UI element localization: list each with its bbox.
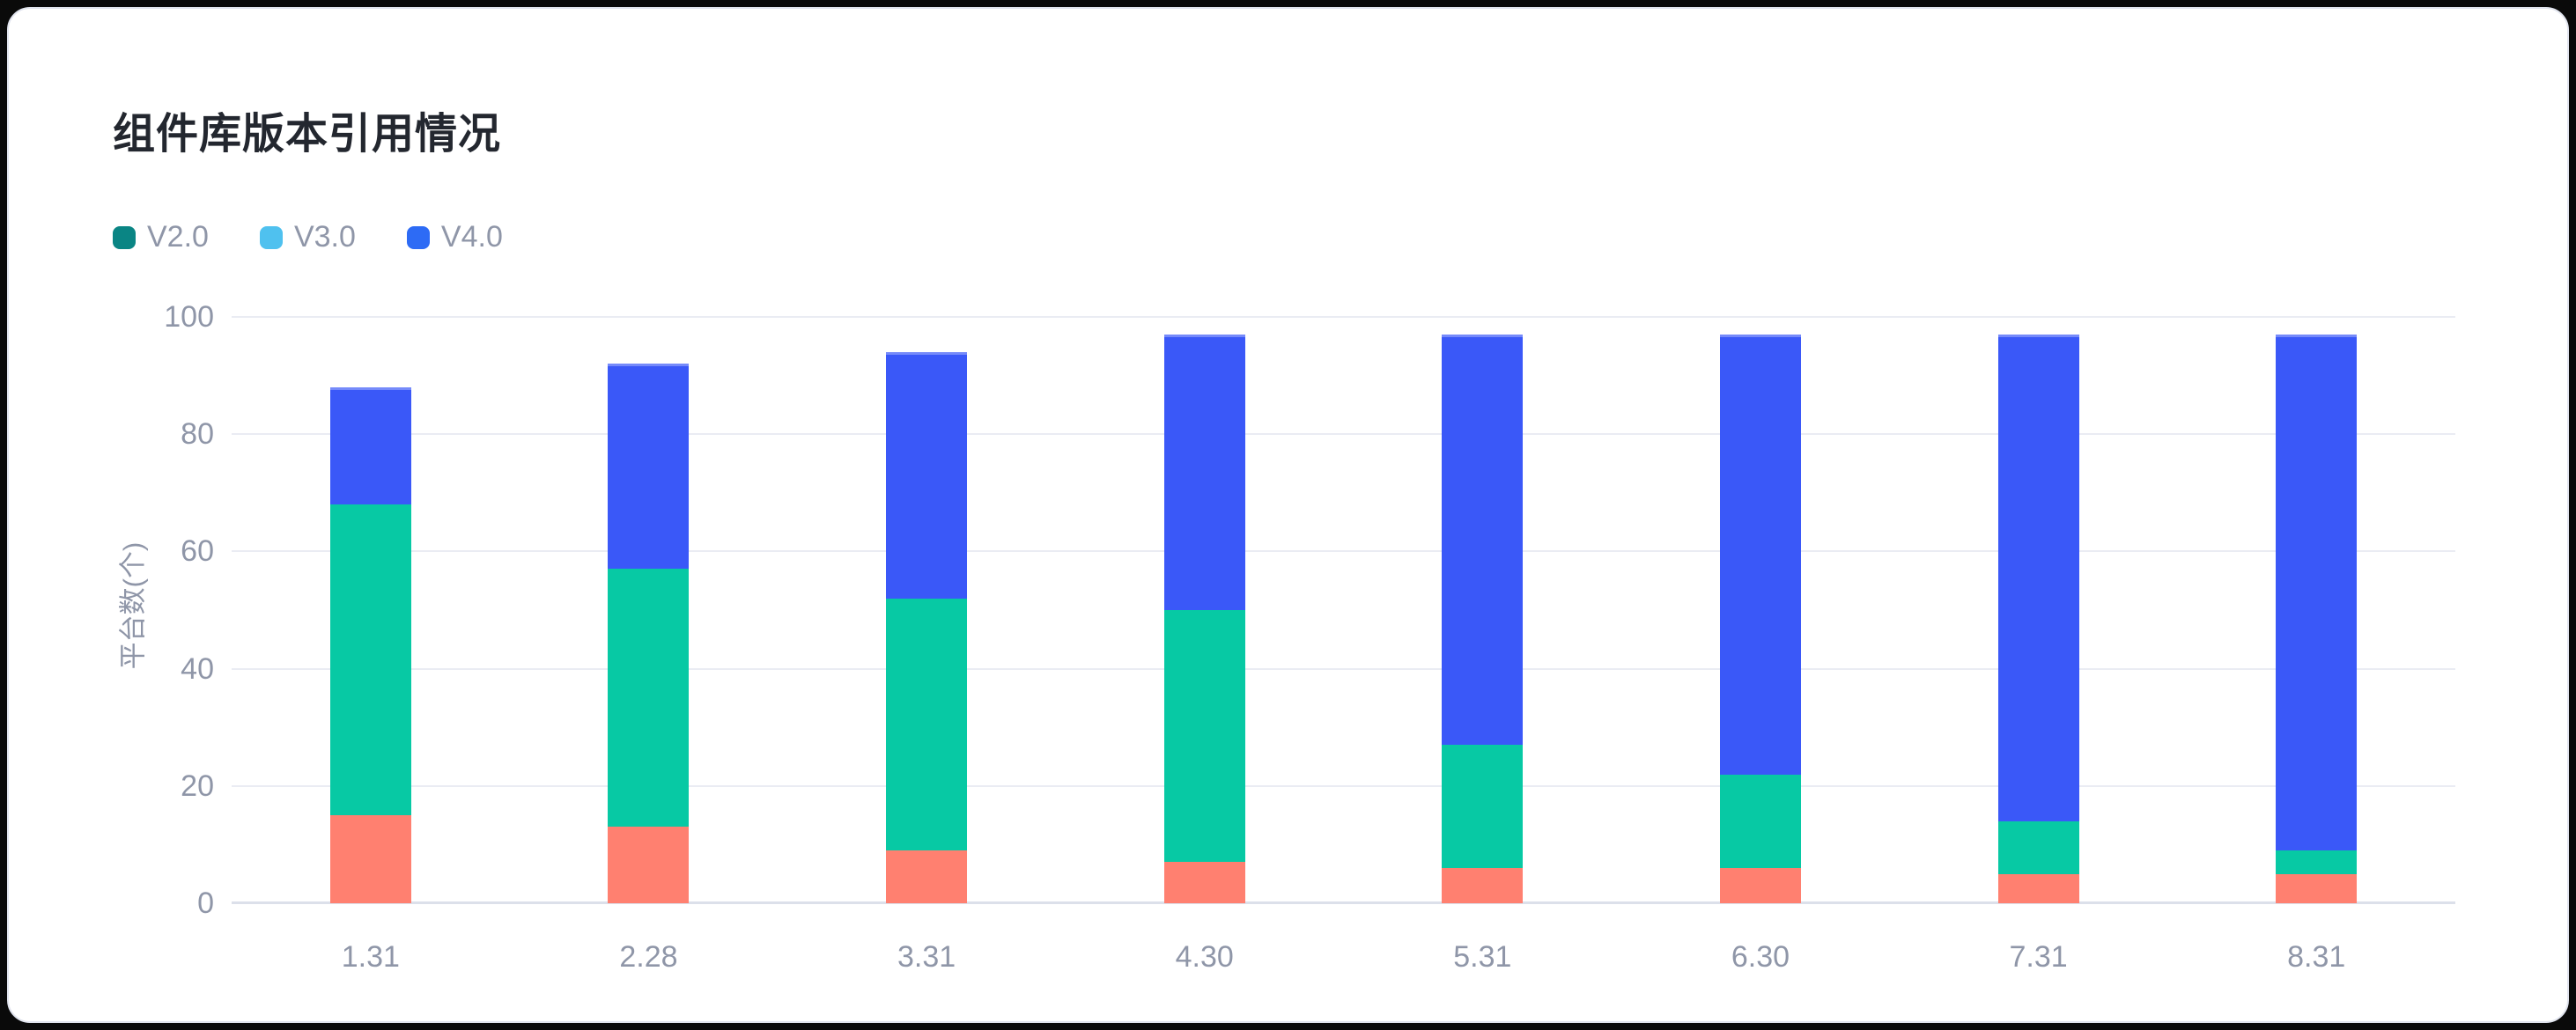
bar-segment-v30-2.28[interactable] (608, 569, 690, 828)
y-tick-label-60: 60 (181, 534, 214, 569)
bar-segment-v30-6.30[interactable] (1719, 774, 1801, 869)
gridline-y-80 (232, 433, 2455, 436)
bar-segment-v20-8.31[interactable] (2276, 873, 2358, 903)
bar-segment-v40-6.30[interactable] (1719, 335, 1801, 775)
bar-2.28[interactable] (608, 364, 690, 903)
x-tick-label-3.31: 3.31 (897, 940, 956, 974)
x-tick-label-2.28: 2.28 (619, 940, 678, 974)
bar-4.30[interactable] (1163, 335, 1245, 903)
bar-6.30[interactable] (1719, 335, 1801, 903)
bar-segment-v20-6.30[interactable] (1719, 868, 1801, 903)
bar-segment-v40-2.28[interactable] (608, 364, 690, 570)
x-axis-line (232, 901, 2455, 904)
gridline-y-20 (232, 784, 2455, 787)
bar-segment-v40-8.31[interactable] (2276, 335, 2358, 851)
legend: V2.0 V3.0 V4.0 (113, 220, 503, 254)
legend-swatch-icon (113, 225, 136, 249)
bar-segment-v20-3.31[interactable] (886, 850, 968, 903)
legend-item-v20[interactable]: V2.0 (113, 220, 209, 254)
x-tick-label-6.30: 6.30 (1731, 940, 1790, 974)
y-tick-label-80: 80 (181, 417, 214, 452)
bar-segment-v40-7.31[interactable] (1997, 335, 2079, 821)
x-tick-label-1.31: 1.31 (341, 940, 400, 974)
x-tick-label-8.31: 8.31 (2287, 940, 2346, 974)
plot-area (232, 316, 2455, 904)
bar-7.31[interactable] (1997, 335, 2079, 903)
legend-swatch-icon (406, 225, 430, 249)
bar-segment-v30-1.31[interactable] (329, 504, 411, 816)
bar-5.31[interactable] (1442, 335, 1524, 903)
bar-8.31[interactable] (2276, 335, 2358, 903)
gridline-y-60 (232, 550, 2455, 553)
bar-segment-v20-4.30[interactable] (1163, 862, 1245, 903)
bar-3.31[interactable] (886, 351, 968, 903)
x-tick-label-5.31: 5.31 (1453, 940, 1512, 974)
y-tick-label-100: 100 (164, 300, 214, 334)
bar-segment-v30-3.31[interactable] (886, 598, 968, 851)
chart-card: 组件库版本引用情况 V2.0 V3.0 V4.0 平台数(个) 0 20 40 60 80 1… (7, 7, 2569, 1023)
legend-swatch-icon (259, 225, 283, 249)
bar-segment-v30-8.31[interactable] (2276, 850, 2358, 874)
legend-label: V4.0 (440, 220, 503, 254)
bar-segment-v30-4.30[interactable] (1163, 610, 1245, 863)
legend-item-v40[interactable]: V4.0 (406, 220, 503, 254)
bar-segment-v20-1.31[interactable] (329, 815, 411, 903)
legend-label: V3.0 (293, 220, 356, 254)
bar-segment-v30-7.31[interactable] (1997, 820, 2079, 874)
bar-segment-v20-5.31[interactable] (1442, 868, 1524, 903)
bar-segment-v40-5.31[interactable] (1442, 335, 1524, 746)
legend-label: V2.0 (147, 220, 209, 254)
bar-segment-v40-3.31[interactable] (886, 351, 968, 599)
gridline-y-100 (232, 316, 2455, 318)
bar-segment-v30-5.31[interactable] (1442, 745, 1524, 869)
bar-segment-v20-7.31[interactable] (1997, 873, 2079, 903)
y-tick-label-20: 20 (181, 769, 214, 803)
gridline-y-40 (232, 667, 2455, 670)
x-tick-label-4.30: 4.30 (1175, 940, 1234, 974)
bar-1.31[interactable] (329, 386, 411, 903)
x-tick-label-7.31: 7.31 (2009, 940, 2068, 974)
bar-segment-v40-4.30[interactable] (1163, 335, 1245, 611)
y-tick-label-0: 0 (197, 887, 214, 920)
legend-item-v30[interactable]: V3.0 (259, 220, 356, 254)
chart-title: 组件库版本引用情况 (113, 111, 502, 158)
bar-segment-v20-2.28[interactable] (608, 827, 690, 903)
y-tick-label-40: 40 (181, 651, 214, 686)
bar-segment-v40-1.31[interactable] (329, 386, 411, 505)
